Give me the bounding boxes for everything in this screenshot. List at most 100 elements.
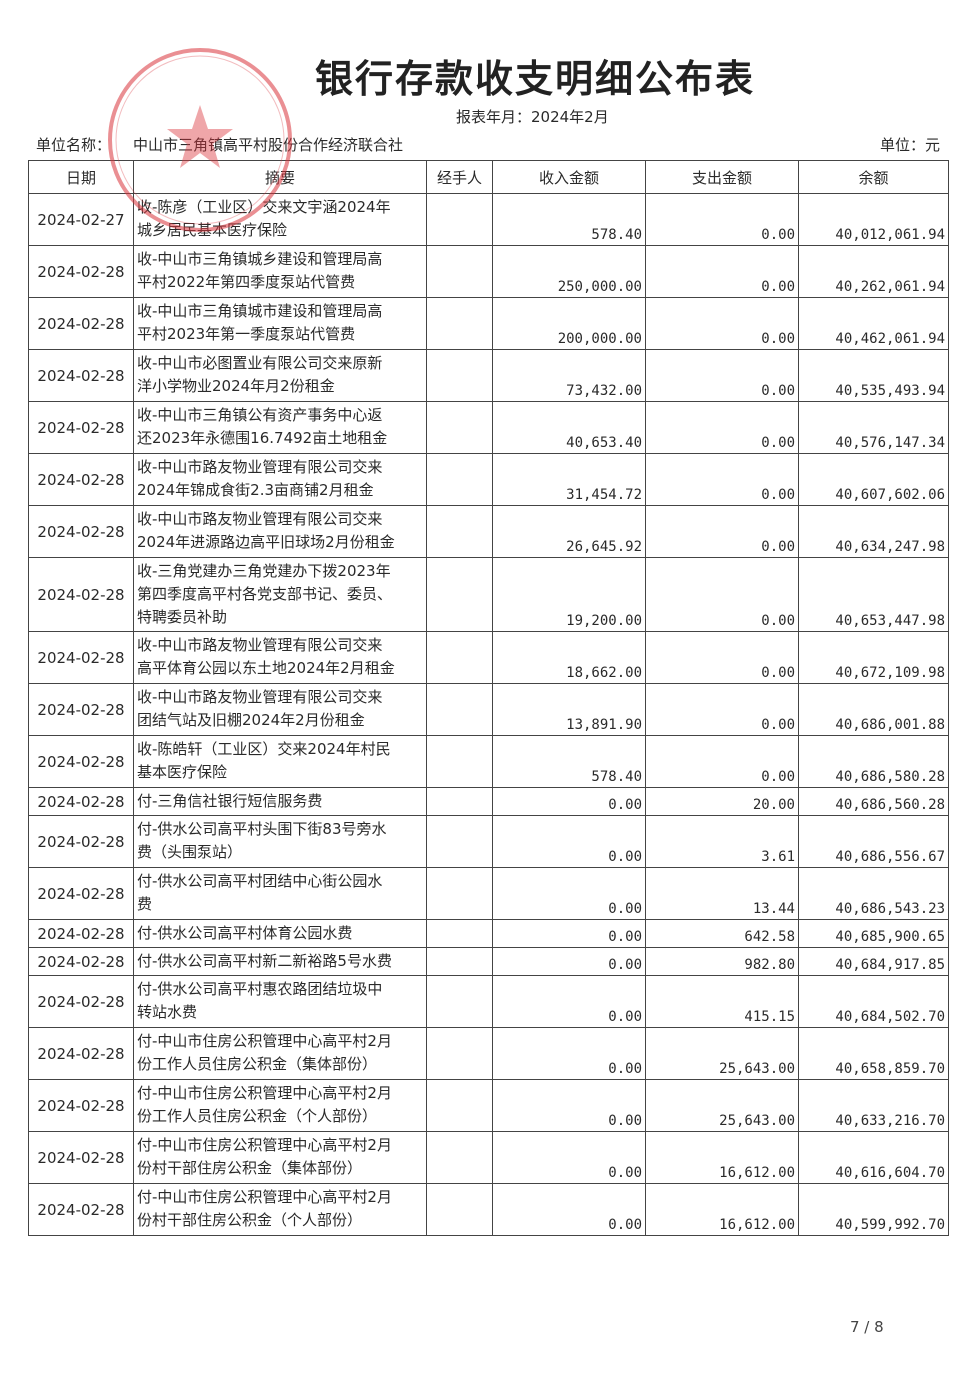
table-row: 2024-02-28 付-中山市住房公积管理中心高平村2月 份工作人员住房公积金（集… (28, 1027, 949, 1080)
summary-line: 收-中山市三角镇城市建设和管理局高 (137, 302, 383, 320)
cell-date: 2024-02-28 (28, 631, 134, 684)
cell-date: 2024-02-28 (28, 919, 134, 948)
cell-summary: 收-中山市三角镇公有资产事务中心返 还2023年永德围16.7492亩土地租金 (133, 401, 427, 454)
cell-summary: 付-供水公司高平村新二新裕路5号水费 (133, 947, 427, 976)
summary-line: 特聘委员补助 (137, 608, 228, 626)
cell-handler (426, 349, 493, 402)
summary-line: 第四季度高平村各党支部书记、委员、 (137, 585, 393, 603)
table-row: 2024-02-28 付-中山市住房公积管理中心高平村2月 份工作人员住房公积金（个… (28, 1079, 949, 1132)
unit-name-line: 单位名称： 中山市三角镇高平村股份合作经济联合社 (36, 134, 403, 155)
cell-handler (426, 815, 493, 868)
table-header-row: 日期 摘要 经手人 收入金额 支出金额 余额 (28, 160, 949, 194)
header-income: 收入金额 (492, 160, 646, 194)
table-row: 2024-02-28 付-三角信社银行短信服务费 0.00 20.00 40,686,5… (28, 787, 949, 816)
cell-income: 0.00 (492, 787, 646, 816)
summary-line: 付-供水公司高平村头围下街83号旁水 (137, 820, 387, 838)
cell-summary: 收-中山市路友物业管理有限公司交来 2024年锦成食街2.3亩商铺2月租金 (133, 453, 427, 506)
cell-expense: 415.15 (645, 975, 799, 1028)
cell-handler (426, 401, 493, 454)
summary-line: 收-陈皓轩（工业区）交来2024年村民 (137, 740, 391, 758)
cell-date: 2024-02-28 (28, 947, 134, 976)
cell-date: 2024-02-28 (28, 557, 134, 632)
cell-income: 0.00 (492, 1131, 646, 1184)
cell-income: 26,645.92 (492, 505, 646, 558)
summary-line: 转站水费 (137, 1003, 198, 1021)
cell-income: 250,000.00 (492, 245, 646, 298)
summary-line: 份工作人员住房公积金（个人部份） (137, 1107, 378, 1125)
cell-balance: 40,684,917.85 (798, 947, 949, 976)
cell-income: 13,891.90 (492, 683, 646, 736)
cell-date: 2024-02-28 (28, 1079, 134, 1132)
page-indicator: 7 / 8 (850, 1318, 884, 1336)
summary-line: 收-中山市路友物业管理有限公司交来 (137, 510, 383, 528)
summary-line: 收-中山市路友物业管理有限公司交来 (137, 688, 383, 706)
summary-line: 付-中山市住房公积管理中心高平村2月 (137, 1136, 392, 1154)
cell-handler (426, 919, 493, 948)
cell-summary: 收-中山市路友物业管理有限公司交来 高平体育公园以东土地2024年2月租金 (133, 631, 427, 684)
table-row: 2024-02-28 付-供水公司高平村体育公园水费 0.00 642.58 40,68… (28, 919, 949, 948)
summary-line: 收-中山市路友物业管理有限公司交来 (137, 458, 383, 476)
cell-expense: 0.00 (645, 631, 799, 684)
summary-line: 平村2022年第四季度泵站代管费 (137, 273, 356, 291)
cell-balance: 40,462,061.94 (798, 297, 949, 350)
table-row: 2024-02-28 收-中山市路友物业管理有限公司交来 团结气站及旧棚2024年2… (28, 683, 949, 736)
cell-balance: 40,634,247.98 (798, 505, 949, 558)
cell-handler (426, 297, 493, 350)
cell-expense: 3.61 (645, 815, 799, 868)
summary-line: 收-中山市三角镇城乡建设和管理局高 (137, 250, 383, 268)
cell-summary: 付-供水公司高平村团结中心街公园水费 (133, 867, 427, 920)
cell-handler (426, 867, 493, 920)
cell-summary: 付-供水公司高平村惠农路团结垃圾中 转站水费 (133, 975, 427, 1028)
cell-summary: 收-中山市路友物业管理有限公司交来 2024年进源路边高平旧球场2月份租金 (133, 505, 427, 558)
table-row: 2024-02-28 收-中山市路友物业管理有限公司交来 2024年进源路边高平旧球… (28, 505, 949, 558)
cell-balance: 40,616,604.70 (798, 1131, 949, 1184)
cell-summary: 收-三角党建办三角党建办下拨2023年 第四季度高平村各党支部书记、委员、 特聘委员… (133, 557, 427, 632)
cell-balance: 40,685,900.65 (798, 919, 949, 948)
table-row: 2024-02-28 付-供水公司高平村惠农路团结垃圾中 转站水费 0.00 415.1… (28, 975, 949, 1028)
table-row: 2024-02-28 付-中山市住房公积管理中心高平村2月 份村干部住房公积金（个人… (28, 1183, 949, 1236)
cell-balance: 40,535,493.94 (798, 349, 949, 402)
ledger-table: 日期 摘要 经手人 收入金额 支出金额 余额 2024-02-27 收-陈彦（工业… (28, 160, 949, 1236)
cell-balance: 40,658,859.70 (798, 1027, 949, 1080)
summary-line: 付-供水公司高平村体育公园水费 (137, 924, 353, 942)
summary-line: 2024年锦成食街2.3亩商铺2月租金 (137, 481, 374, 499)
summary-line: 还2023年永德围16.7492亩土地租金 (137, 429, 388, 447)
header-balance: 余额 (798, 160, 949, 194)
header-date: 日期 (28, 160, 134, 194)
summary-line: 费 (137, 895, 153, 913)
cell-balance: 40,607,602.06 (798, 453, 949, 506)
cell-income: 0.00 (492, 947, 646, 976)
cell-handler (426, 193, 493, 246)
table-row: 2024-02-28 收-陈皓轩（工业区）交来2024年村民 基本医疗保险 578.4… (28, 735, 949, 788)
table-row: 2024-02-28 付-供水公司高平村头围下街83号旁水 费（头围泵站） 0.00 3… (28, 815, 949, 868)
summary-line: 基本医疗保险 (137, 763, 228, 781)
cell-handler (426, 557, 493, 632)
cell-balance: 40,599,992.70 (798, 1183, 949, 1236)
cell-date: 2024-02-27 (28, 193, 134, 246)
summary-line: 收-三角党建办三角党建办下拨2023年 (137, 562, 391, 580)
cell-date: 2024-02-28 (28, 453, 134, 506)
summary-line: 高平体育公园以东土地2024年2月租金 (137, 659, 395, 677)
cell-income: 0.00 (492, 919, 646, 948)
cell-expense: 0.00 (645, 401, 799, 454)
cell-balance: 40,576,147.34 (798, 401, 949, 454)
cell-balance: 40,012,061.94 (798, 193, 949, 246)
summary-line: 付-中山市住房公积管理中心高平村2月 (137, 1084, 392, 1102)
summary-line: 洋小学物业2024年月2份租金 (137, 377, 335, 395)
cell-date: 2024-02-28 (28, 505, 134, 558)
cell-summary: 付-供水公司高平村体育公园水费 (133, 919, 427, 948)
summary-line: 付-三角信社银行短信服务费 (137, 792, 323, 810)
cell-date: 2024-02-28 (28, 1183, 134, 1236)
cell-income: 73,432.00 (492, 349, 646, 402)
cell-balance: 40,686,001.88 (798, 683, 949, 736)
cell-income: 200,000.00 (492, 297, 646, 350)
cell-expense: 642.58 (645, 919, 799, 948)
cell-balance: 40,686,556.67 (798, 815, 949, 868)
cell-handler (426, 683, 493, 736)
cell-date: 2024-02-28 (28, 245, 134, 298)
summary-line: 付-供水公司高平村团结中心街公园水 (137, 872, 383, 890)
cell-summary: 收-中山市必图置业有限公司交来原新 洋小学物业2024年月2份租金 (133, 349, 427, 402)
table-row: 2024-02-28 付-供水公司高平村团结中心街公园水费 0.00 13.44 40,… (28, 867, 949, 920)
summary-line: 收-中山市三角镇公有资产事务中心返 (137, 406, 383, 424)
cell-income: 0.00 (492, 1079, 646, 1132)
